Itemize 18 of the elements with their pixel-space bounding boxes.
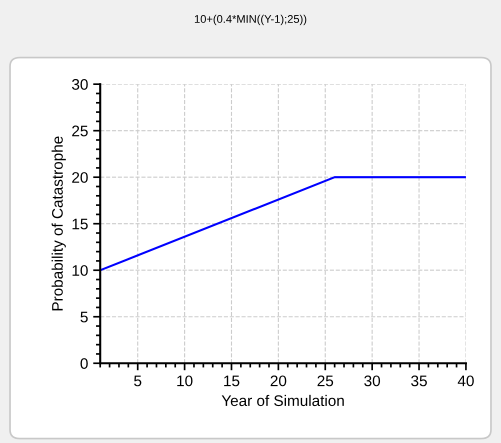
x-tick-label: 25 [318, 375, 334, 386]
y-axis-title: Probability of Catastrophe [52, 136, 66, 310]
y-tick-label: 0 [80, 358, 88, 369]
x-tick-label: 30 [364, 375, 380, 386]
y-tick-label: 25 [72, 126, 88, 136]
x-tick-label: 5 [134, 376, 142, 386]
x-tick-label: 35 [411, 375, 427, 386]
x-tick-label: 10 [177, 375, 192, 386]
y-tick-label: 20 [72, 172, 88, 183]
y-tick-label: 10 [72, 265, 88, 276]
chart-title: 10+(0.4*MIN((Y-1);25)) [194, 14, 306, 26]
y-tick-label: 15 [72, 218, 88, 230]
y-tick-label: 5 [80, 312, 88, 322]
x-tick-label: 20 [270, 375, 286, 386]
x-tick-label: 40 [458, 375, 474, 386]
x-tick-label: 15 [224, 376, 240, 386]
y-tick-label: 30 [72, 79, 88, 90]
x-axis-title: Year of Simulation [222, 394, 344, 406]
